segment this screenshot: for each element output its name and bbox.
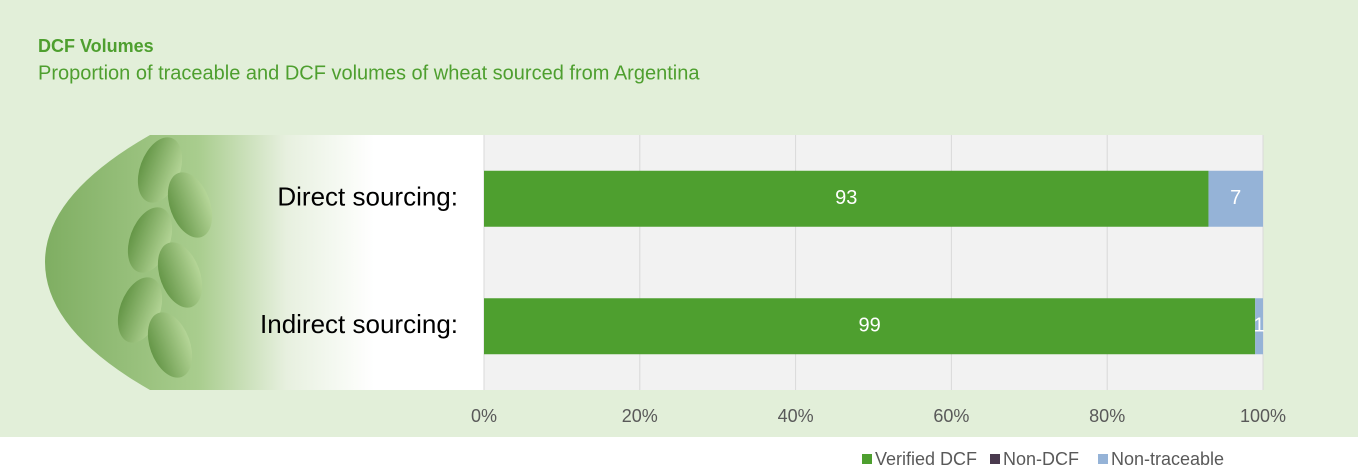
bar-segment [1255, 298, 1263, 355]
data-label: 7 [1230, 187, 1241, 209]
x-tick-label: 0% [471, 406, 497, 426]
bar-segment [484, 298, 1256, 355]
chart-subtitle: Proportion of traceable and DCF volumes … [38, 62, 700, 84]
legend-label: Non-DCF [1003, 449, 1079, 469]
x-tick-label: 40% [778, 406, 814, 426]
legend-label: Verified DCF [875, 449, 977, 469]
legend-marker [862, 454, 872, 464]
x-tick-label: 20% [622, 406, 658, 426]
x-tick-label: 60% [933, 406, 969, 426]
bar-segment [484, 170, 1209, 227]
legend-marker [1098, 454, 1108, 464]
x-tick-label: 80% [1089, 406, 1125, 426]
bar-segment [1208, 170, 1263, 227]
x-tick-label: 100% [1240, 406, 1286, 426]
legend-marker [990, 454, 1000, 464]
chart-title: DCF Volumes [38, 36, 154, 56]
y-tick-label: Indirect sourcing: [260, 309, 458, 339]
y-tick-label: Direct sourcing: [277, 182, 458, 212]
wheat-image [45, 135, 484, 390]
data-label: 1 [1254, 315, 1265, 337]
legend-label: Non-traceable [1111, 449, 1224, 469]
data-label: 99 [858, 315, 880, 337]
data-label: 93 [835, 187, 857, 209]
